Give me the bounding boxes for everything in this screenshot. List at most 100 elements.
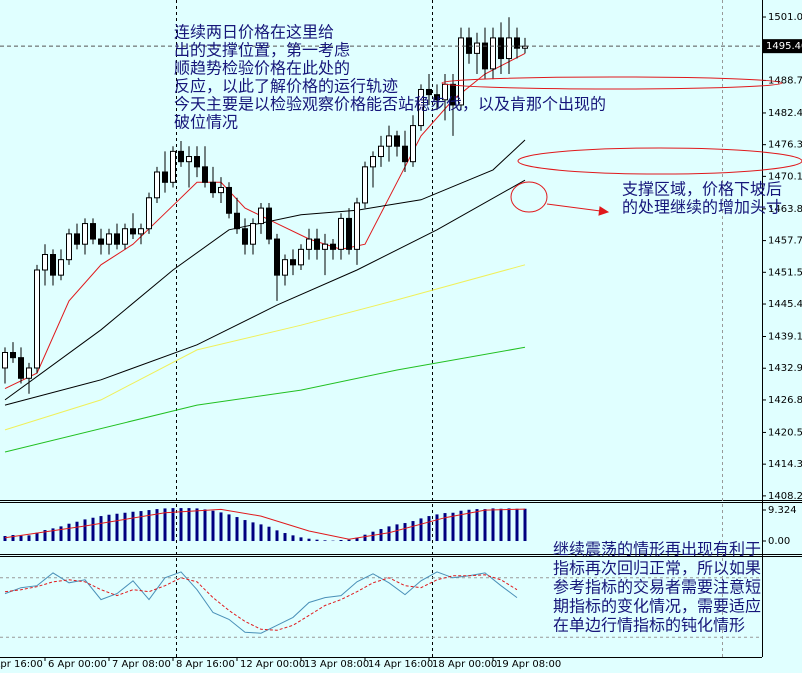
y-tick-label: 1426.80 (768, 395, 802, 406)
moving-average (4, 139, 526, 401)
macd-bar (315, 539, 319, 542)
macd-bar (27, 535, 31, 542)
x-tick-label: 18 Apr 00:00 (432, 659, 497, 670)
candle-body (202, 166, 208, 183)
y-tick-label: 1501.05 (768, 12, 802, 23)
macd-bar (43, 530, 47, 542)
candle-body (290, 259, 296, 266)
candle-body (210, 181, 216, 194)
candle-body (178, 150, 184, 163)
candle-body (306, 238, 312, 250)
candle-body (138, 228, 144, 235)
y-tick-label: 1432.95 (768, 363, 802, 374)
arrow (546, 203, 609, 213)
candle-body (34, 269, 40, 369)
candle-body (506, 37, 512, 60)
y-tick-label: 1414.35 (768, 459, 802, 470)
candle-body (346, 217, 352, 250)
zone-ellipse (510, 181, 548, 213)
candle-body (226, 186, 232, 214)
macd-bar (371, 531, 375, 542)
y-tick-label: 1457.70 (768, 236, 802, 247)
macd-bar (379, 529, 383, 542)
y-tick-label: 1445.40 (768, 299, 802, 310)
y-tick-label: 1476.30 (768, 140, 802, 151)
annotation-text: 顺趋势检验价格在此处的 (174, 59, 350, 78)
candle-body (338, 217, 344, 250)
support-ellipse (441, 76, 783, 90)
macd-bar (443, 513, 447, 542)
macd-bar (411, 521, 415, 542)
macd-bar (451, 512, 455, 542)
candle-body (330, 243, 336, 250)
macd-bar (131, 511, 135, 542)
macd-bar (235, 517, 239, 542)
last-price-label: 1495.40 (766, 41, 802, 52)
macd-bar (163, 508, 167, 542)
candle-body (114, 233, 120, 245)
macd-bar (195, 508, 199, 542)
macd-bar (227, 514, 231, 542)
y-tick-label: 1408.20 (768, 491, 802, 502)
macd-bar (219, 512, 223, 542)
moving-average (4, 264, 526, 431)
candle-body (242, 228, 248, 245)
annotation-text: 连续两日价格在这里给 (174, 23, 334, 42)
macd-bar (419, 518, 423, 542)
macd-bar (395, 524, 399, 542)
candle-body (474, 42, 480, 54)
frames (0, 0, 802, 658)
candle-body (2, 352, 8, 369)
y-tick-label: 1482.45 (768, 108, 802, 119)
macd-bar (507, 508, 511, 542)
y-tick-label: 1451.55 (768, 267, 802, 278)
annotation-text: 今天主要是以检验观察价格能否站稳步伐，以及肯那个出现的 (174, 95, 606, 114)
candle-body (90, 223, 96, 240)
macd-bar (187, 508, 191, 542)
candle-body (394, 135, 400, 147)
macd-bar (3, 536, 7, 542)
candle-body (266, 207, 272, 240)
candle-body (314, 238, 320, 250)
candle-body (162, 171, 168, 183)
drawings (441, 76, 802, 216)
candle-body (426, 88, 432, 96)
macd-bar (179, 508, 183, 542)
macd-signal (4, 508, 526, 540)
candle-body (42, 254, 48, 271)
x-tick-label: 14 Apr 16:00 (368, 659, 433, 670)
candle-body (66, 233, 72, 261)
macd-bar (67, 523, 71, 542)
candle-body (378, 145, 384, 158)
macd-bar (99, 516, 103, 542)
candle-body (466, 37, 472, 54)
arrow-head (598, 206, 610, 216)
candle-body (498, 37, 504, 60)
annotation-text: 的处理继续的增加头寸 (622, 198, 782, 217)
annotation-text: 出的支撑位置，第一考虑 (174, 41, 350, 60)
annotation-text: 指标再次回归正常，所以如果 (553, 559, 761, 578)
macd-bar (147, 510, 151, 542)
macd-bar (283, 533, 287, 542)
x-tick-label: 12 Apr 00:00 (240, 659, 305, 670)
candle-body (482, 42, 488, 70)
annotation-text: 继续震荡的情形再出现有利于 (553, 540, 761, 559)
y-tick-label: 1488.75 (768, 75, 802, 86)
macd-bar (115, 513, 119, 542)
macd-bar (51, 528, 55, 542)
macd-bar (435, 514, 439, 542)
x-tick-label: 7 Apr 08:00 (112, 659, 171, 670)
macd-bar (475, 509, 479, 542)
macd-bar (251, 522, 255, 542)
y-tick-label: 1463.85 (768, 204, 802, 215)
macd-bar (459, 510, 463, 542)
annotations: 连续两日价格在这里给出的支撑位置，第一考虑顺趋势检验价格在此处的反应，以此了解价… (174, 23, 782, 635)
candle-body (274, 238, 280, 276)
macd-bar (307, 538, 311, 542)
candle-body (218, 186, 224, 194)
candle-body (106, 233, 112, 245)
candle-body (18, 357, 24, 379)
candle-body (322, 243, 328, 250)
candle-body (386, 135, 392, 147)
